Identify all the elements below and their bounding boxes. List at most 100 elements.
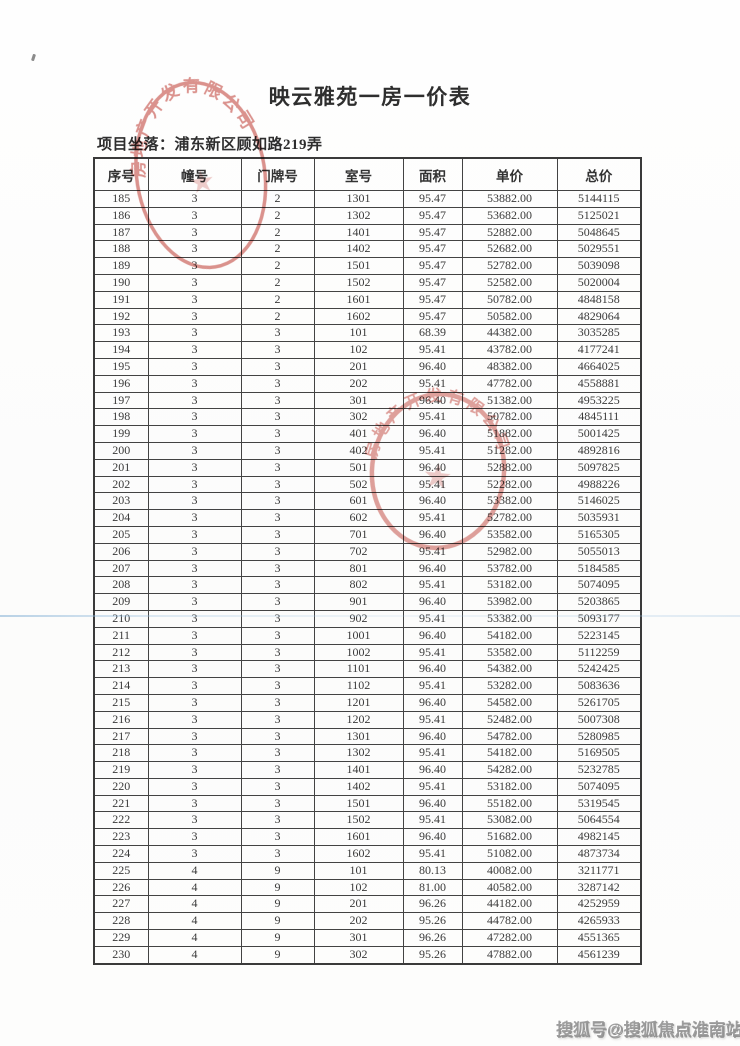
table-cell: 5083636	[556, 677, 642, 695]
table-row: 195 3 3 201 96.40 48382.00 4664025	[93, 357, 642, 376]
table-cell: 3	[240, 710, 315, 729]
table-cell: 301	[313, 929, 404, 947]
table-cell: 3	[147, 626, 242, 645]
table-cell: 4848158	[556, 290, 642, 309]
table-cell: 223	[93, 828, 149, 847]
table-cell: 3	[147, 744, 242, 763]
column-header: 序号	[93, 157, 149, 191]
table-row: 230 4 9 302 95.26 47882.00 4561239	[93, 945, 642, 965]
price-table: 序号 幢号 门牌号 室号 面积 单价 总价 185 3 2 1301 95.47 53882.00 51…	[93, 157, 642, 965]
table-cell: 48382.00	[461, 357, 558, 376]
table-cell: 5223145	[556, 626, 642, 645]
table-cell: 51382.00	[461, 391, 558, 410]
table-cell: 3	[147, 374, 242, 393]
table-cell: 3287142	[556, 878, 642, 897]
table-cell: 96.40	[402, 727, 463, 746]
table-cell: 3	[240, 509, 315, 527]
table-cell: 47882.00	[461, 945, 558, 965]
table-cell: 5055013	[556, 542, 642, 561]
table-cell: 53182.00	[461, 576, 558, 595]
table-cell: 53382.00	[461, 492, 558, 511]
table-cell: 50782.00	[461, 290, 558, 309]
table-cell: 3	[240, 660, 315, 679]
table-cell: 4829064	[556, 307, 642, 326]
table-cell: 5125021	[556, 206, 642, 225]
table-cell: 1402	[313, 240, 404, 259]
table-cell: 5001425	[556, 425, 642, 443]
table-row: 213 3 3 1101 96.40 54382.00 5242425	[93, 660, 642, 679]
table-cell: 47782.00	[461, 374, 558, 393]
table-cell: 1401	[313, 761, 404, 779]
table-cell: 52982.00	[461, 542, 558, 561]
table-cell: 96.40	[402, 425, 463, 443]
table-cell: 95.41	[402, 643, 463, 662]
table-cell: 207	[93, 559, 149, 578]
table-cell: 96.40	[402, 525, 463, 544]
table-cell: 206	[93, 542, 149, 561]
table-cell: 401	[313, 425, 404, 443]
table-cell: 5074095	[556, 576, 642, 595]
table-cell: 95.47	[402, 240, 463, 259]
table-cell: 3035285	[556, 324, 642, 343]
table-cell: 53582.00	[461, 643, 558, 662]
table-cell: 3	[240, 693, 315, 712]
table-cell: 3	[147, 693, 242, 712]
table-cell: 193	[93, 324, 149, 343]
table-cell: 54782.00	[461, 727, 558, 746]
table-cell: 218	[93, 744, 149, 763]
table-row: 217 3 3 1301 96.40 54782.00 5280985	[93, 727, 642, 746]
table-cell: 54182.00	[461, 744, 558, 763]
table-cell: 95.41	[402, 341, 463, 359]
table-cell: 3	[147, 576, 242, 595]
table-cell: 212	[93, 643, 149, 662]
table-cell: 702	[313, 542, 404, 561]
table-cell: 3	[240, 828, 315, 847]
table-cell: 3	[147, 458, 242, 477]
table-cell: 3	[240, 408, 315, 427]
table-cell: 95.41	[402, 441, 463, 460]
table-cell: 3	[147, 811, 242, 830]
column-header: 室号	[313, 157, 404, 191]
table-cell: 4664025	[556, 357, 642, 376]
table-cell: 188	[93, 240, 149, 259]
table-cell: 96.40	[402, 492, 463, 511]
table-cell: 3	[240, 458, 315, 477]
table-cell: 204	[93, 509, 149, 527]
table-cell: 3	[147, 290, 242, 309]
table-cell: 3	[147, 391, 242, 410]
table-cell: 53682.00	[461, 206, 558, 225]
column-header: 门牌号	[240, 157, 315, 191]
table-cell: 3	[240, 324, 315, 343]
table-cell: 9	[240, 945, 315, 965]
table-cell: 102	[313, 341, 404, 359]
table-cell: 198	[93, 408, 149, 427]
table-cell: 3	[147, 307, 242, 326]
table-row: 218 3 3 1302 95.41 54182.00 5169505	[93, 744, 642, 763]
table-cell: 4	[147, 878, 242, 897]
table-cell: 4177241	[556, 341, 642, 359]
table-cell: 95.41	[402, 811, 463, 830]
table-cell: 4	[147, 945, 242, 965]
table-cell: 1302	[313, 744, 404, 763]
table-cell: 1601	[313, 828, 404, 847]
table-cell: 52782.00	[461, 257, 558, 275]
table-cell: 229	[93, 929, 149, 947]
table-cell: 81.00	[402, 878, 463, 897]
table-cell: 1101	[313, 660, 404, 679]
table-cell: 602	[313, 509, 404, 527]
table-cell: 2	[240, 206, 315, 225]
table-cell: 3	[240, 744, 315, 763]
table-cell: 9	[240, 929, 315, 947]
table-cell: 3	[147, 341, 242, 359]
table-cell: 3	[240, 593, 315, 611]
table-row: 227 4 9 201 96.26 44182.00 4252959	[93, 895, 642, 914]
table-cell: 1302	[313, 206, 404, 225]
table-cell: 53982.00	[461, 593, 558, 611]
table-row: 229 4 9 301 96.26 47282.00 4551365	[93, 929, 642, 947]
table-cell: 95.41	[402, 509, 463, 527]
table-cell: 53082.00	[461, 811, 558, 830]
table-cell: 185	[93, 190, 149, 208]
table-cell: 3211771	[556, 861, 642, 880]
table-cell: 3	[147, 492, 242, 511]
